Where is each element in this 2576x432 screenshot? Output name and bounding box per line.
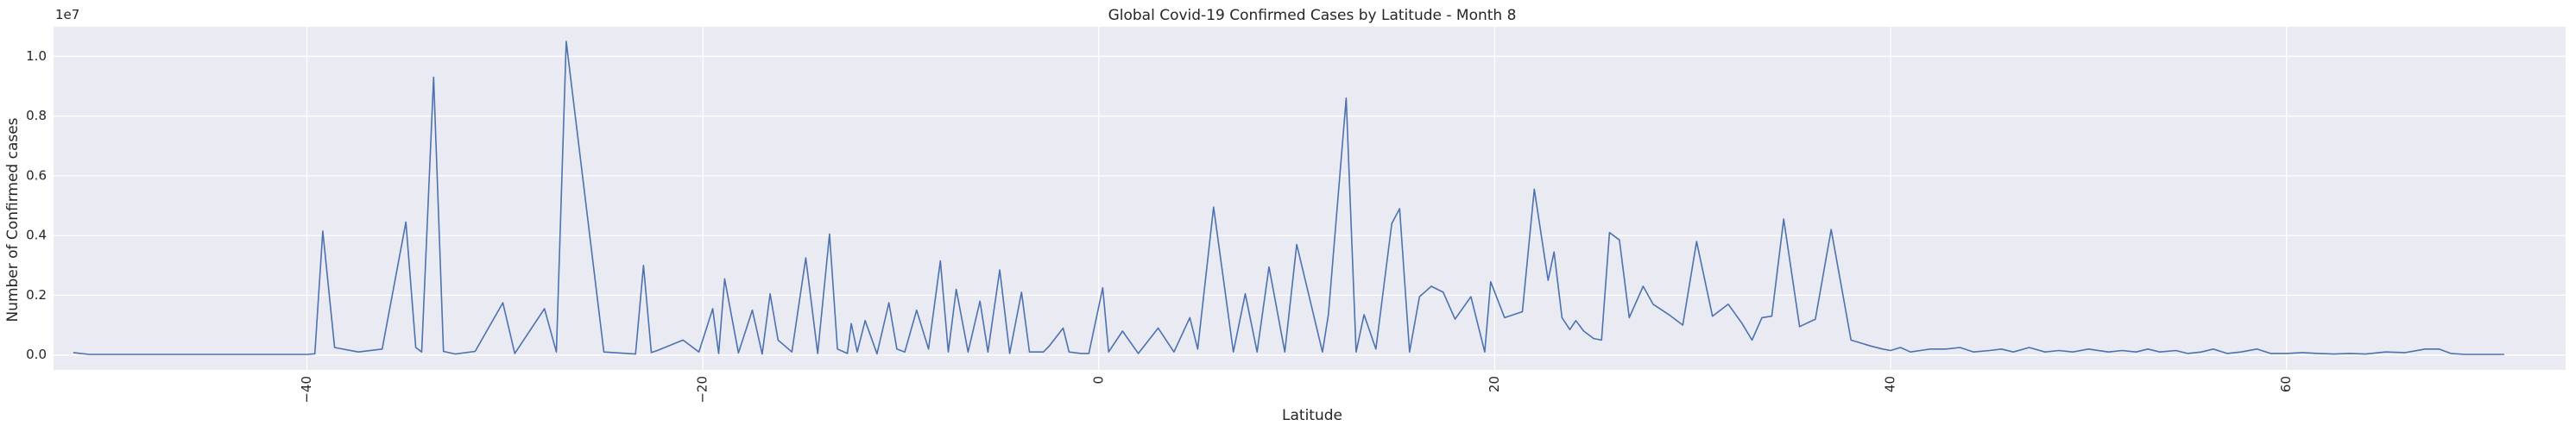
- plot-area: [54, 27, 2566, 370]
- y-tick-label: 0.4: [26, 228, 47, 243]
- y-tick-label: 1.0: [26, 48, 47, 64]
- y-offset-text: 1e7: [55, 7, 79, 22]
- y-tick-label: 0.8: [26, 108, 47, 123]
- x-axis-label: Latitude: [1282, 407, 1342, 424]
- x-tick-label: 0: [1090, 376, 1106, 385]
- x-tick-label: −20: [695, 376, 710, 404]
- series-line: [73, 41, 2504, 355]
- x-tick-label: 60: [2278, 376, 2294, 392]
- y-axis-label: Number of Confirmed cases: [4, 117, 22, 322]
- x-tick-label: 20: [1487, 376, 1502, 392]
- x-tick-label: −40: [299, 376, 314, 404]
- x-tick-labels: −40 −20 0 20 40 60: [299, 376, 2294, 404]
- x-tick-label: 40: [1883, 376, 1898, 392]
- y-tick-label: 0.6: [26, 167, 47, 183]
- y-tick-labels: 0.0 0.2 0.4 0.6 0.8 1.0: [26, 48, 47, 362]
- y-tick-label: 0.0: [26, 347, 47, 362]
- y-tick-label: 0.2: [26, 287, 47, 303]
- series-layer: [73, 41, 2504, 355]
- chart-title: Global Covid-19 Confirmed Cases by Latit…: [1108, 7, 1517, 24]
- grid-lines: [54, 27, 2566, 370]
